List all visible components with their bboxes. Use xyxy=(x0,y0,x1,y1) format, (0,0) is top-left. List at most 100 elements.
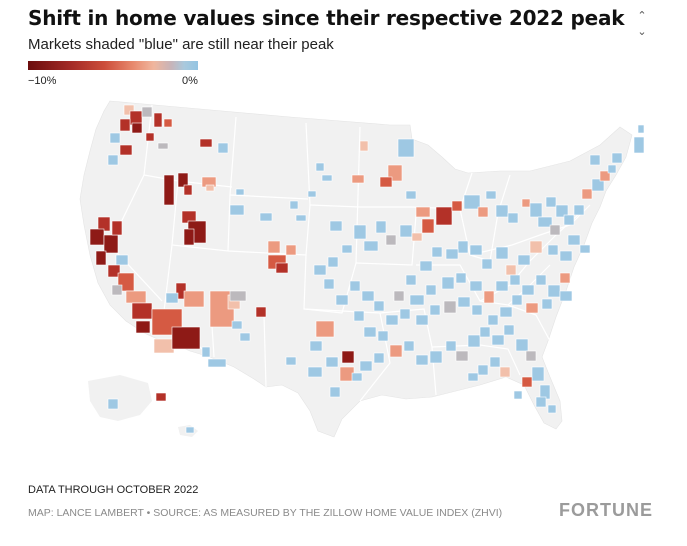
metro-area xyxy=(415,314,429,326)
metro-area xyxy=(409,294,425,306)
metro-area xyxy=(285,244,297,256)
metro-area xyxy=(259,212,273,222)
metro-area xyxy=(455,272,467,284)
alaska-land xyxy=(88,375,152,421)
metro-area xyxy=(153,338,175,354)
metro-area xyxy=(351,372,363,382)
metro-area xyxy=(307,190,317,198)
metro-area xyxy=(397,138,415,158)
metro-area xyxy=(471,304,483,316)
metro-area xyxy=(435,206,453,226)
metro-area xyxy=(541,298,553,310)
metro-area xyxy=(429,350,443,364)
metro-area xyxy=(547,244,559,256)
metro-area xyxy=(411,232,423,242)
metro-area xyxy=(109,132,121,144)
metro-area xyxy=(545,196,557,208)
metro-area xyxy=(359,140,369,152)
metro-area xyxy=(513,390,523,400)
metro-area xyxy=(321,174,333,182)
metro-area xyxy=(483,290,495,304)
metro-area xyxy=(145,132,155,142)
metro-area xyxy=(119,118,131,132)
metro-area xyxy=(353,224,367,240)
metro-area xyxy=(549,224,561,236)
metro-area xyxy=(361,290,375,302)
metro-area xyxy=(359,360,373,372)
metro-area xyxy=(111,284,123,296)
metro-area xyxy=(499,366,511,378)
metro-area xyxy=(103,234,119,254)
metro-area xyxy=(307,366,323,378)
metro-area xyxy=(327,256,339,268)
metro-area xyxy=(525,302,539,314)
metro-area xyxy=(477,364,489,376)
metro-area xyxy=(405,190,417,200)
metro-area xyxy=(183,184,193,196)
metro-area xyxy=(505,264,517,276)
metro-area xyxy=(445,248,459,260)
metro-area xyxy=(131,122,143,134)
metro-area xyxy=(341,350,355,364)
metro-area xyxy=(309,340,323,352)
metro-area xyxy=(115,254,129,266)
metro-area xyxy=(329,386,341,398)
metro-area xyxy=(441,276,455,290)
metro-area xyxy=(535,396,547,408)
metro-area xyxy=(89,228,105,246)
metro-area xyxy=(165,292,179,304)
metro-area xyxy=(231,320,243,330)
metro-area xyxy=(529,202,543,218)
metro-area xyxy=(107,154,119,166)
metro-area xyxy=(415,354,429,366)
metro-area xyxy=(455,350,469,362)
metro-area xyxy=(207,358,227,368)
metro-area xyxy=(547,284,561,298)
metro-area xyxy=(229,290,247,302)
metro-area xyxy=(419,260,433,272)
metro-area xyxy=(205,184,215,192)
metro-area xyxy=(467,372,479,382)
source-credit: MAP: LANCE LAMBERT • SOURCE: AS MEASURED… xyxy=(28,507,503,519)
metro-area xyxy=(107,264,121,278)
metro-area xyxy=(313,264,327,276)
metro-area xyxy=(451,200,463,212)
metro-area xyxy=(363,240,379,252)
metro-area xyxy=(235,188,245,196)
metro-area xyxy=(599,170,611,182)
metro-area xyxy=(285,356,297,366)
metro-area xyxy=(135,320,151,334)
metro-area xyxy=(529,240,543,254)
metro-area xyxy=(457,296,471,308)
metro-area xyxy=(525,350,537,362)
metro-area xyxy=(535,274,547,286)
metro-area xyxy=(563,214,575,226)
scroll-control[interactable]: ⌃ ⌄ xyxy=(635,8,649,48)
metro-area xyxy=(481,258,493,270)
metro-area xyxy=(415,206,431,218)
chevron-up-icon[interactable]: ⌃ xyxy=(637,10,647,22)
metro-area xyxy=(315,162,325,172)
metro-area xyxy=(521,284,535,296)
metro-area xyxy=(403,340,415,352)
metro-area xyxy=(559,290,573,302)
metro-area xyxy=(487,314,499,326)
metro-area xyxy=(393,290,405,302)
metro-area xyxy=(405,274,417,286)
metro-area xyxy=(607,164,617,174)
metro-area xyxy=(611,152,623,164)
metro-area xyxy=(573,204,585,216)
metro-area xyxy=(633,136,645,154)
metro-area xyxy=(469,244,483,256)
metro-area xyxy=(499,306,513,318)
metro-area xyxy=(469,280,483,292)
metro-area xyxy=(485,190,497,200)
metro-area xyxy=(123,104,135,116)
metro-area xyxy=(515,338,529,352)
metro-area xyxy=(141,106,153,118)
metro-area xyxy=(421,218,435,234)
metro-areas-layer xyxy=(89,104,645,434)
fortune-logo: FORTUNE xyxy=(559,500,653,520)
chevron-down-icon[interactable]: ⌄ xyxy=(637,26,647,38)
metro-area xyxy=(507,212,519,224)
